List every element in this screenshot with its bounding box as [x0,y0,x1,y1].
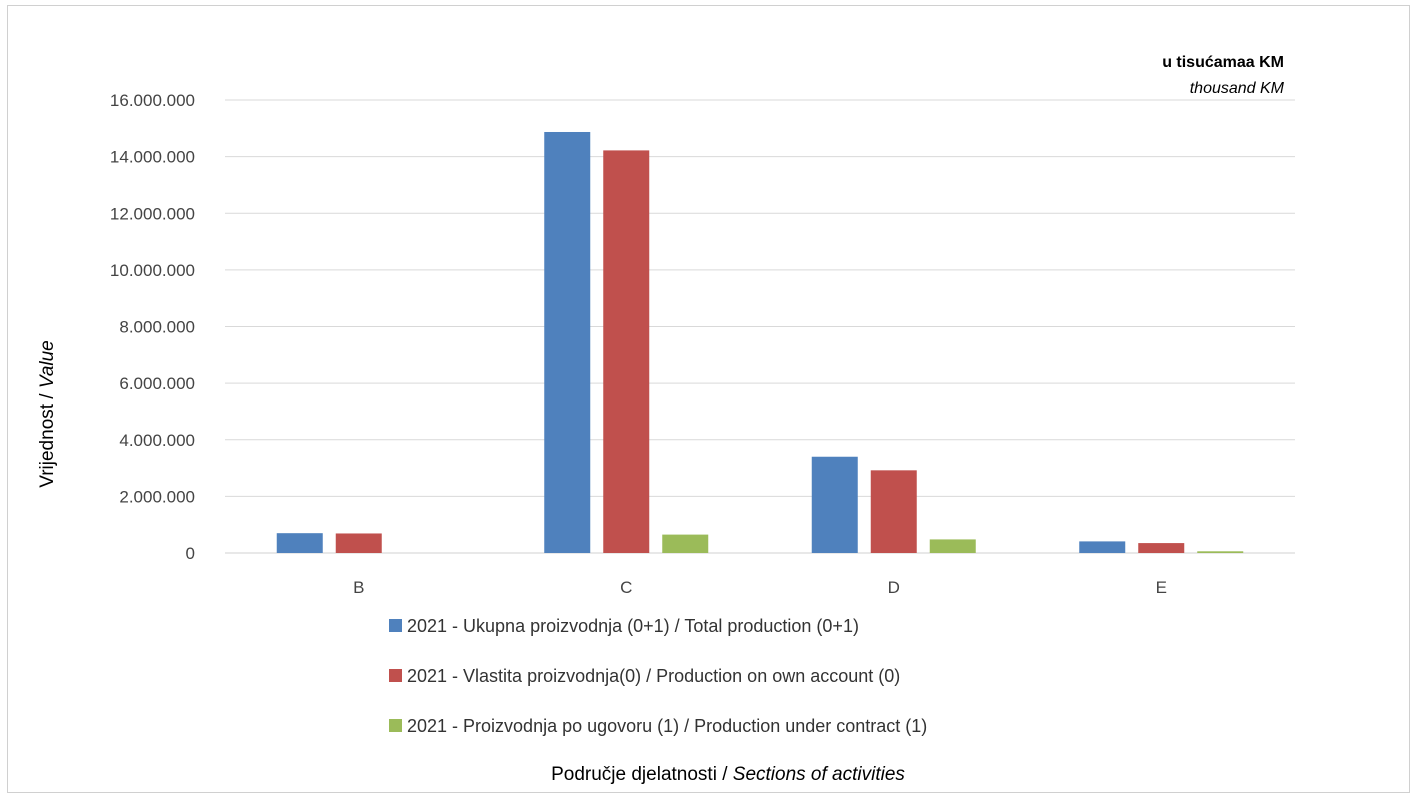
y-tick-label: 6.000.000 [119,374,195,393]
y-axis-title: Vrijednost / Value [37,340,58,488]
bar [276,533,323,553]
units-label: u tisućamaa KM [1162,54,1284,71]
y-tick-label: 8.000.000 [119,318,195,337]
bar [870,470,917,553]
legend-swatch [389,619,402,632]
x-tick-label: B [353,578,364,597]
bar [1197,551,1244,553]
legend-label: 2021 - Ukupna proizvodnja (0+1) / Total … [407,616,859,636]
bar [603,150,650,554]
x-tick-labels: B C D E [353,578,1167,597]
y-tick-label: 16.000.000 [110,91,195,110]
bar [335,533,382,553]
chart-frame [7,5,1410,793]
x-axis-title: Područje djelatnosti / Sections of activ… [551,764,905,785]
bar [662,534,709,553]
y-tick-label: 0 [186,544,195,563]
legend: 2021 - Ukupna proizvodnja (0+1) / Total … [389,616,927,736]
x-axis-title-italic: Sections of activities [733,764,906,785]
y-axis-title-main: Vrijednost / [37,388,58,488]
bar [544,131,591,554]
legend-label: 2021 - Proizvodnja po ugovoru (1) / Prod… [407,716,927,736]
bar [929,539,976,553]
x-tick-label: D [888,578,900,597]
y-tick-labels: 0 2.000.000 4.000.000 6.000.000 8.000.000 10.… [110,91,195,563]
bar [1079,541,1126,553]
y-axis-title-italic: Value [37,340,58,388]
y-tick-label: 4.000.000 [119,431,195,450]
gridlines [225,99,1295,554]
y-tick-label: 2.000.000 [119,487,195,506]
y-tick-label: 12.000.000 [110,204,195,223]
bar [811,456,858,553]
bars [276,131,1244,554]
legend-swatch [389,719,402,732]
x-axis-title-main: Područje djelatnosti / [551,764,733,785]
units-sublabel: thousand KM [1190,80,1285,97]
x-tick-label: C [620,578,632,597]
x-tick-label: E [1156,578,1167,597]
legend-swatch [389,669,402,682]
legend-label: 2021 - Vlastita proizvodnja(0) / Product… [407,666,900,686]
y-tick-label: 14.000.000 [110,148,195,167]
y-tick-label: 10.000.000 [110,261,195,280]
bar [1138,543,1185,553]
